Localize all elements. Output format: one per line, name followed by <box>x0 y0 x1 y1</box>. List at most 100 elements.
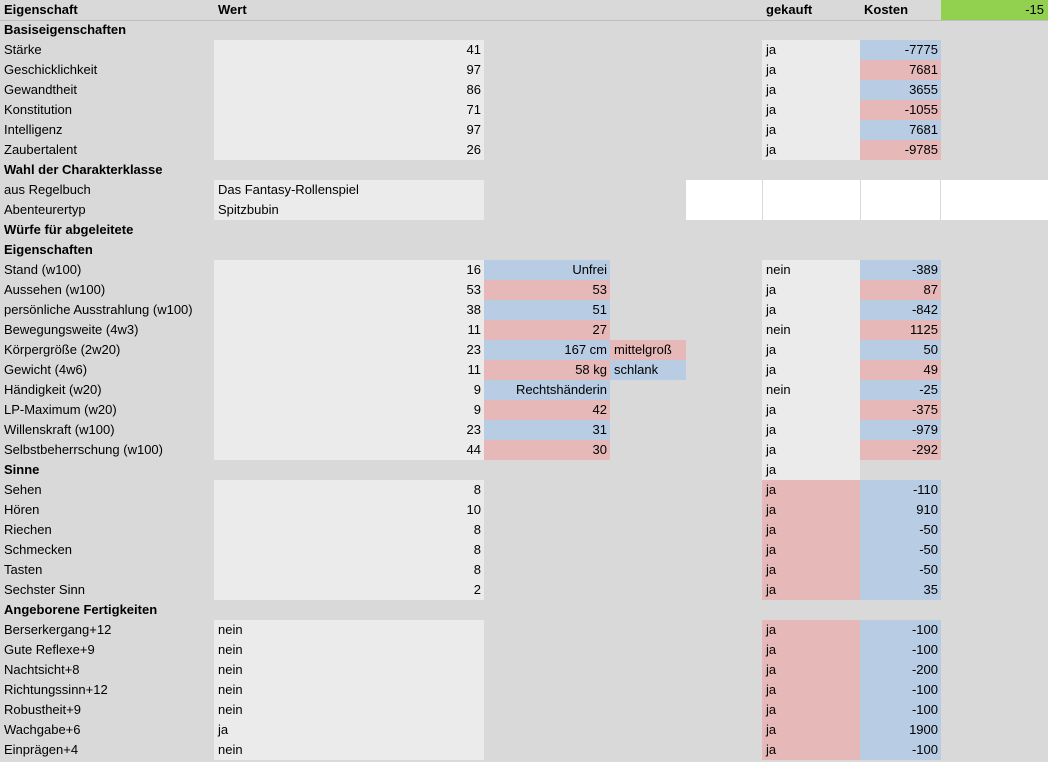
derived-cell[interactable]: 58 kg <box>484 360 610 380</box>
gekauft-cell[interactable]: nein <box>762 260 860 280</box>
gekauft-cell[interactable]: ja <box>762 580 860 600</box>
row-label[interactable]: Gewicht (4w6) <box>4 362 88 377</box>
empty-cell[interactable] <box>941 200 1048 220</box>
gekauft-cell[interactable]: ja <box>762 520 860 540</box>
wert-text-cell[interactable]: nein <box>214 660 484 680</box>
gekauft-cell[interactable]: ja <box>762 300 860 320</box>
row-label[interactable]: persönliche Ausstrahlung (w100) <box>4 302 193 317</box>
row-label[interactable]: Geschicklichkeit <box>4 62 98 77</box>
kosten-cell[interactable]: -50 <box>860 520 941 540</box>
wert-cell[interactable]: 11 <box>214 360 484 380</box>
kosten-cell[interactable]: -842 <box>860 300 941 320</box>
wert-text-cell[interactable]: nein <box>214 680 484 700</box>
kosten-cell[interactable]: 1900 <box>860 720 941 740</box>
kosten-cell[interactable]: -50 <box>860 560 941 580</box>
empty-cell[interactable] <box>861 180 940 200</box>
wert-cell[interactable]: 44 <box>214 440 484 460</box>
gekauft-cell[interactable]: nein <box>762 320 860 340</box>
section-label[interactable]: Angeborene Fertigkeiten <box>4 602 158 617</box>
wert-text-cell[interactable]: Spitzbubin <box>214 200 484 220</box>
row-label[interactable]: Tasten <box>4 562 43 577</box>
row-label[interactable]: Intelligenz <box>4 122 63 137</box>
gekauft-cell[interactable]: ja <box>762 460 860 480</box>
gekauft-cell[interactable]: ja <box>762 540 860 560</box>
kosten-cell[interactable]: -100 <box>860 740 941 760</box>
derived-cell[interactable]: 53 <box>484 280 610 300</box>
wert-cell[interactable]: 53 <box>214 280 484 300</box>
kosten-cell[interactable]: 49 <box>860 360 941 380</box>
derived-cell[interactable]: Rechtshänderin <box>484 380 610 400</box>
kosten-cell[interactable]: 7681 <box>860 120 941 140</box>
gekauft-cell[interactable]: ja <box>762 60 860 80</box>
row-label[interactable]: Hören <box>4 502 40 517</box>
kosten-cell[interactable]: -100 <box>860 680 941 700</box>
derived-cell[interactable]: 51 <box>484 300 610 320</box>
wert-text-cell[interactable]: nein <box>214 740 484 760</box>
gekauft-cell[interactable]: ja <box>762 400 860 420</box>
row-label[interactable]: Riechen <box>4 522 52 537</box>
wert-cell[interactable]: 97 <box>214 120 484 140</box>
kosten-cell[interactable]: 35 <box>860 580 941 600</box>
wert-cell[interactable]: 8 <box>214 540 484 560</box>
kosten-cell[interactable]: -50 <box>860 540 941 560</box>
gekauft-cell[interactable]: ja <box>762 360 860 380</box>
row-label[interactable]: Einprägen+4 <box>4 742 79 757</box>
gekauft-cell[interactable]: ja <box>762 120 860 140</box>
kosten-cell[interactable]: -292 <box>860 440 941 460</box>
row-label[interactable]: Sehen <box>4 482 42 497</box>
gekauft-cell[interactable]: ja <box>762 100 860 120</box>
gekauft-cell[interactable]: nein <box>762 380 860 400</box>
derived-cell[interactable]: Unfrei <box>484 260 610 280</box>
derived-cell[interactable]: 42 <box>484 400 610 420</box>
header-gekauft[interactable]: gekauft <box>766 2 813 17</box>
wert-cell[interactable]: 10 <box>214 500 484 520</box>
gekauft-cell[interactable]: ja <box>762 40 860 60</box>
kosten-cell[interactable]: -200 <box>860 660 941 680</box>
gekauft-cell[interactable]: ja <box>762 140 860 160</box>
wert-cell[interactable]: 38 <box>214 300 484 320</box>
kosten-cell[interactable]: -100 <box>860 620 941 640</box>
empty-cell[interactable] <box>941 180 1048 200</box>
gekauft-cell[interactable]: ja <box>762 280 860 300</box>
row-label[interactable]: LP-Maximum (w20) <box>4 402 117 417</box>
row-label[interactable]: Händigkeit (w20) <box>4 382 102 397</box>
category-cell[interactable]: schlank <box>610 360 686 380</box>
wert-cell[interactable]: 23 <box>214 340 484 360</box>
kosten-cell[interactable]: -375 <box>860 400 941 420</box>
wert-cell[interactable]: 9 <box>214 400 484 420</box>
row-label[interactable]: Körpergröße (2w20) <box>4 342 121 357</box>
gekauft-cell[interactable]: ja <box>762 660 860 680</box>
row-label[interactable]: Berserkergang+12 <box>4 622 112 637</box>
kosten-cell[interactable]: 3655 <box>860 80 941 100</box>
row-label[interactable]: Nachtsicht+8 <box>4 662 80 677</box>
wert-cell[interactable]: 26 <box>214 140 484 160</box>
derived-cell[interactable]: 167 cm <box>484 340 610 360</box>
gekauft-cell[interactable]: ja <box>762 720 860 740</box>
row-label[interactable]: Gewandtheit <box>4 82 77 97</box>
wert-cell[interactable]: 23 <box>214 420 484 440</box>
kosten-cell[interactable]: 7681 <box>860 60 941 80</box>
derived-cell[interactable]: 31 <box>484 420 610 440</box>
kosten-cell[interactable]: -100 <box>860 640 941 660</box>
derived-cell[interactable]: 27 <box>484 320 610 340</box>
kosten-cell[interactable]: 87 <box>860 280 941 300</box>
total-cost-cell[interactable]: -15 <box>941 0 1048 20</box>
row-label[interactable]: Stärke <box>4 42 42 57</box>
gekauft-cell[interactable]: ja <box>762 420 860 440</box>
section-label[interactable]: Eigenschaften <box>4 242 93 257</box>
kosten-cell[interactable]: -7775 <box>860 40 941 60</box>
gekauft-cell[interactable]: ja <box>762 740 860 760</box>
kosten-cell[interactable]: -9785 <box>860 140 941 160</box>
wert-text-cell[interactable]: nein <box>214 620 484 640</box>
row-label[interactable]: Bewegungsweite (4w3) <box>4 322 139 337</box>
wert-text-cell[interactable]: ja <box>214 720 484 740</box>
wert-text-cell[interactable]: Das Fantasy-Rollenspiel <box>214 180 484 200</box>
row-label[interactable]: Aussehen (w100) <box>4 282 106 297</box>
gekauft-cell[interactable]: ja <box>762 640 860 660</box>
kosten-cell[interactable]: 1125 <box>860 320 941 340</box>
wert-cell[interactable]: 11 <box>214 320 484 340</box>
header-wert[interactable]: Wert <box>218 2 247 17</box>
wert-cell[interactable]: 2 <box>214 580 484 600</box>
row-label[interactable]: Stand (w100) <box>4 262 82 277</box>
wert-text-cell[interactable]: nein <box>214 640 484 660</box>
